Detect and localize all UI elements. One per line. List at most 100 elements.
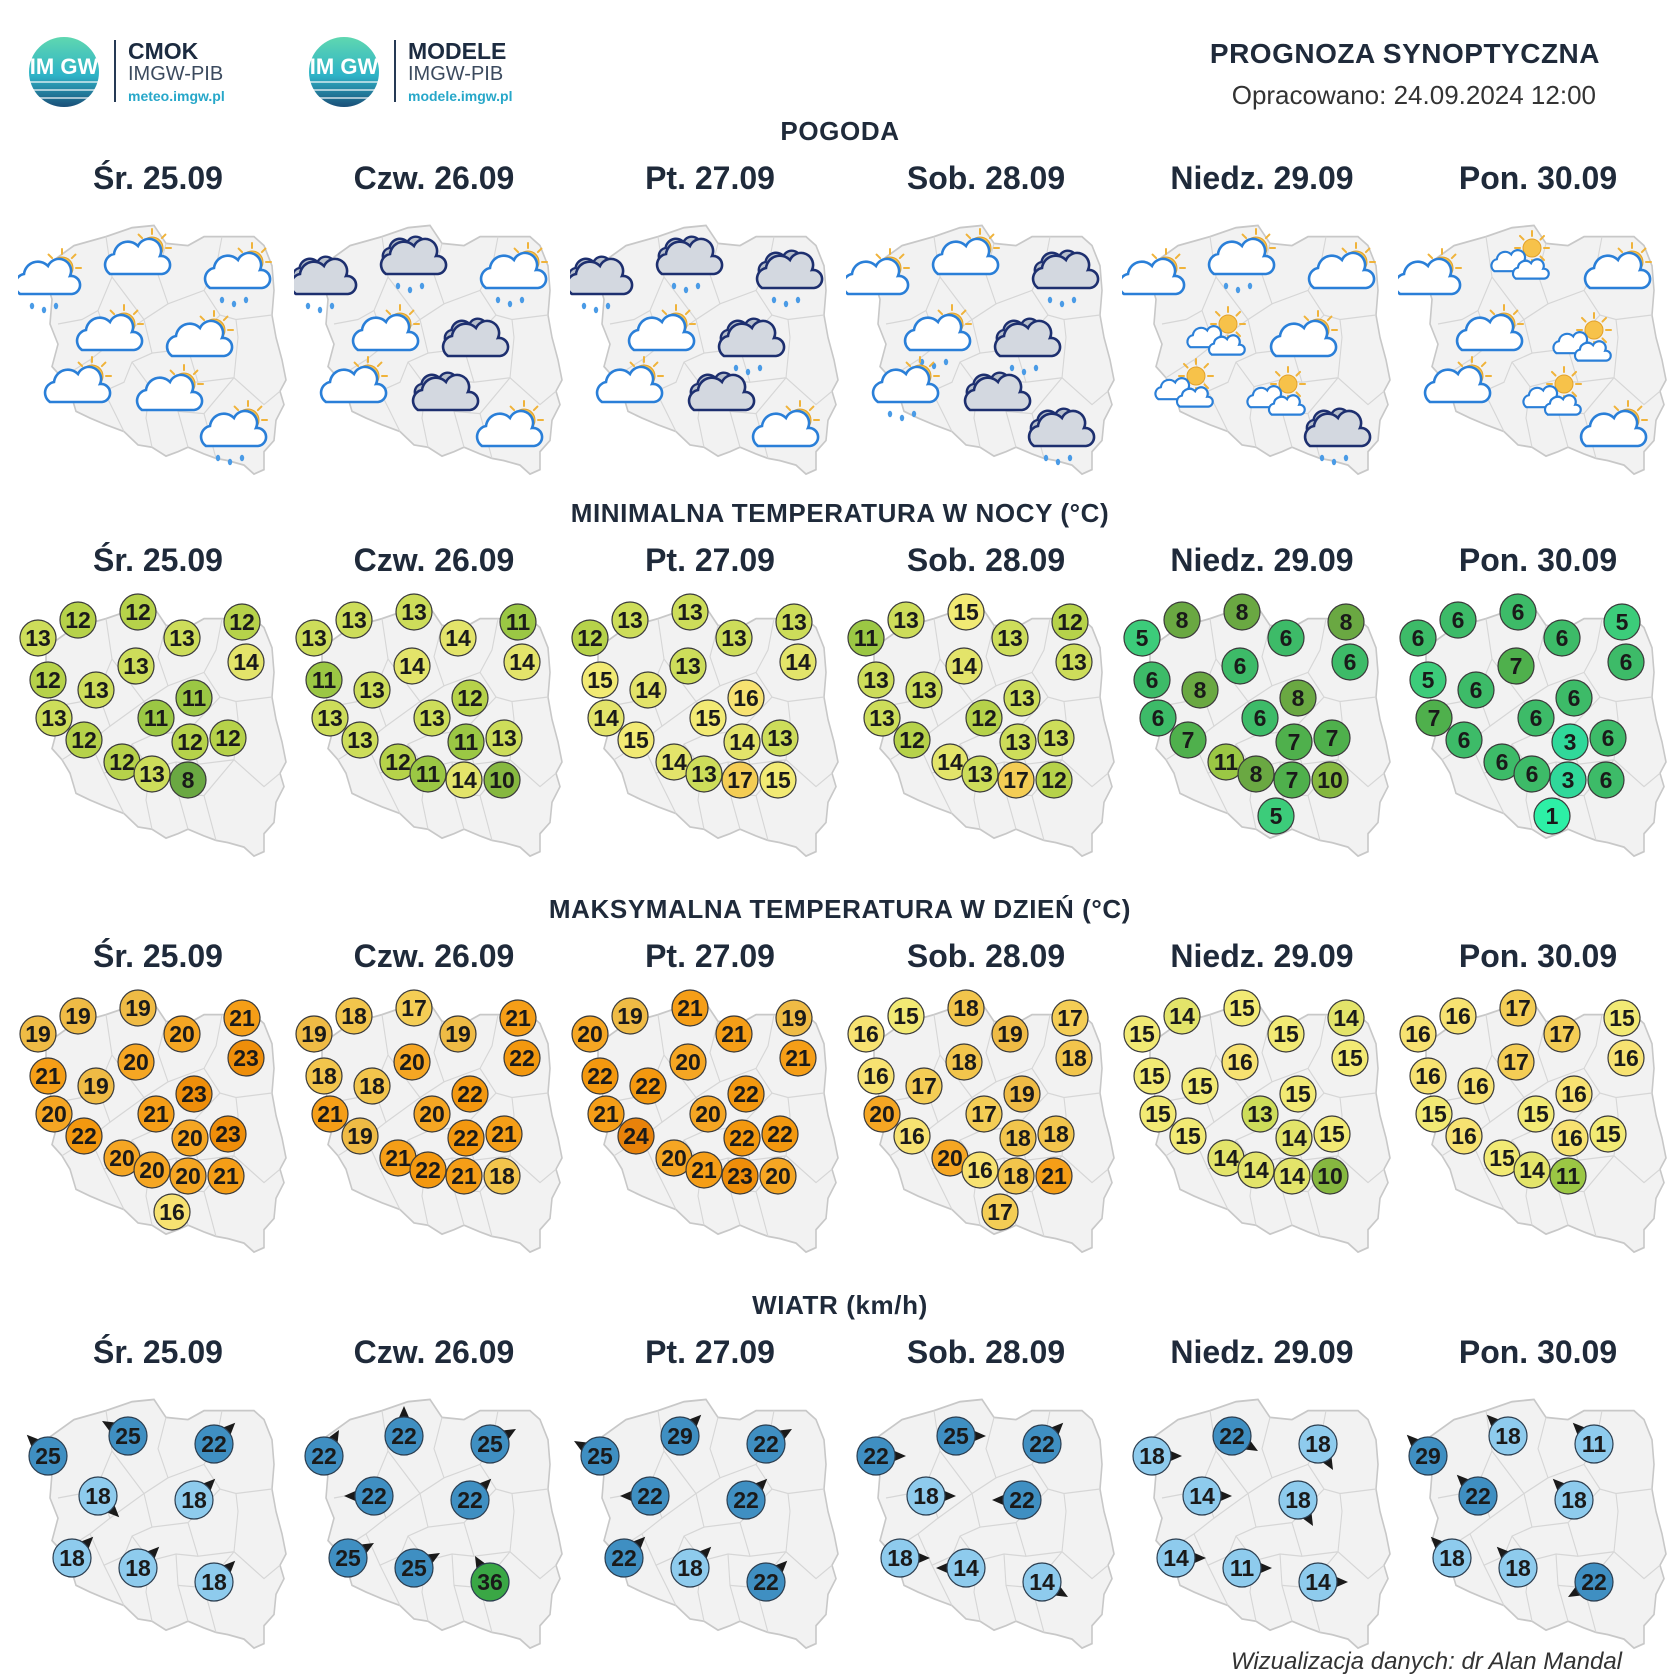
value-circle [153, 1193, 191, 1231]
voivodeship-border [479, 795, 493, 841]
tmax-station: 21 [29, 1057, 67, 1095]
dark-cloud-rain-icon [294, 255, 358, 314]
value-label: 13 [1247, 1101, 1273, 1127]
tmax-station: 16 [1409, 1057, 1447, 1095]
wind-speed-label: 14 [953, 1555, 979, 1581]
voivodeship-border [1271, 618, 1327, 687]
cloud-sun-icon [43, 356, 112, 404]
value-circle [439, 1015, 477, 1053]
value-label: 7 [1326, 725, 1339, 751]
value-label: 12 [1041, 767, 1067, 793]
sun-ray [1489, 309, 1496, 316]
value-circle [1313, 1115, 1351, 1153]
tmax-station: 23 [721, 1157, 759, 1195]
voivodeship-border [1207, 1564, 1229, 1606]
tmin-station: 15 [947, 593, 985, 631]
value-circle [445, 1157, 483, 1195]
wind-circle [604, 1538, 644, 1578]
wind-speed-label: 18 [85, 1483, 111, 1509]
value-label: 11 [854, 625, 879, 651]
value-label: 15 [1129, 1021, 1155, 1047]
wind-speed-label: 22 [1465, 1483, 1491, 1509]
logo2-url[interactable]: modele.imgw.pl [408, 88, 513, 104]
value-label: 14 [451, 767, 477, 793]
value-label: 23 [181, 1081, 207, 1107]
tmin-station: 6 [1439, 601, 1477, 639]
tmin-station: 13 [669, 647, 707, 685]
wind-circle [394, 1548, 434, 1588]
value-label: 20 [695, 1101, 721, 1127]
value-circle [447, 1119, 485, 1157]
weather-map [570, 224, 839, 476]
rain-drop [395, 282, 401, 290]
tmax-station: 16 [1439, 997, 1477, 1035]
value-label: 15 [1337, 1045, 1363, 1071]
sun-ray [1601, 337, 1608, 344]
logo1-url[interactable]: meteo.imgw.pl [128, 88, 225, 104]
value-circle [227, 1039, 265, 1077]
tmax-station: 16 [1457, 1067, 1495, 1105]
dark-cloud-rain-icon [717, 317, 786, 376]
issue-date: Opracowano: 24.09.2024 12:00 [1231, 80, 1596, 110]
value-label: 12 [71, 727, 97, 753]
tmax-station: 15 [1267, 1015, 1305, 1053]
wind-station: 29 [660, 1414, 702, 1456]
rain-drop [519, 296, 525, 304]
tmax-station: 15 [1589, 1115, 1627, 1153]
voivodeship-border [1061, 759, 1109, 788]
wind-speed-label: 22 [753, 1569, 779, 1595]
cloud-shape [871, 365, 940, 404]
value-label: 15 [1609, 1005, 1635, 1031]
value-label: 11 [1556, 1163, 1581, 1189]
value-label: 10 [1317, 767, 1343, 793]
value-label: 21 [229, 1005, 255, 1031]
tmax-station: 18 [999, 1119, 1037, 1157]
value-label: 21 [691, 1157, 717, 1183]
tmin-station: 13 [311, 699, 349, 737]
wind-station: 25 [26, 1434, 68, 1476]
cloud-sun-icon [75, 304, 144, 352]
voivodeship-border [509, 759, 557, 788]
value-label: 16 [1415, 1063, 1441, 1089]
value-label: 13 [123, 653, 149, 679]
dark-cloud-rain-icon [755, 249, 824, 308]
value-label: 21 [491, 1121, 517, 1147]
value-label: 15 [1145, 1101, 1171, 1127]
rain-drop [795, 296, 801, 304]
tmin-station: 5 [1603, 603, 1641, 641]
dark-cloud-rain-icon [993, 317, 1062, 376]
tmax-station: 18 [305, 1057, 343, 1095]
wind-speed-label: 22 [733, 1487, 759, 1513]
wind-speed-label: 22 [637, 1483, 663, 1509]
value-circle [1607, 643, 1645, 681]
tmin-station: 14 [445, 761, 483, 799]
voivodeship-border [1337, 1551, 1385, 1580]
value-label: 12 [899, 727, 925, 753]
day-label: Czw. 26.09 [353, 1334, 515, 1370]
sun-ray [260, 247, 267, 254]
voivodeship-border [233, 759, 281, 788]
tmin-station: 13 [671, 593, 709, 631]
rain-drop [1021, 368, 1027, 376]
rain-drop [1319, 454, 1325, 462]
tmax-station: 20 [571, 1015, 609, 1053]
sun-ray [652, 361, 659, 368]
voivodeship-border [785, 377, 833, 406]
voivodeship-border [379, 1168, 401, 1210]
value-circle [1139, 1095, 1177, 1133]
cloud-shape [43, 365, 112, 404]
tmin-station: 13 [295, 619, 333, 657]
cloud-shape [1267, 394, 1306, 416]
value-label: 13 [139, 761, 165, 787]
tmax-panel-day-1: Śr. 25.09 19 19 19 20 21 23 21 19 20 23 20 22 21 20 23 2… [18, 938, 298, 1268]
value-circle [721, 761, 759, 799]
tmin-panel-day-2: Czw. 26.09 13 13 13 14 11 14 11 13 14 12 13 13 13 11 13… [294, 542, 574, 872]
voivodeship-border [1061, 1155, 1109, 1184]
wind-station: 14 [936, 1548, 986, 1588]
tmin-station: 6 [1241, 699, 1279, 737]
value-label: 22 [509, 1045, 535, 1071]
tmax-station: 23 [209, 1115, 247, 1153]
tmin-station: 14 [723, 723, 761, 761]
sun-ray [1636, 405, 1643, 412]
